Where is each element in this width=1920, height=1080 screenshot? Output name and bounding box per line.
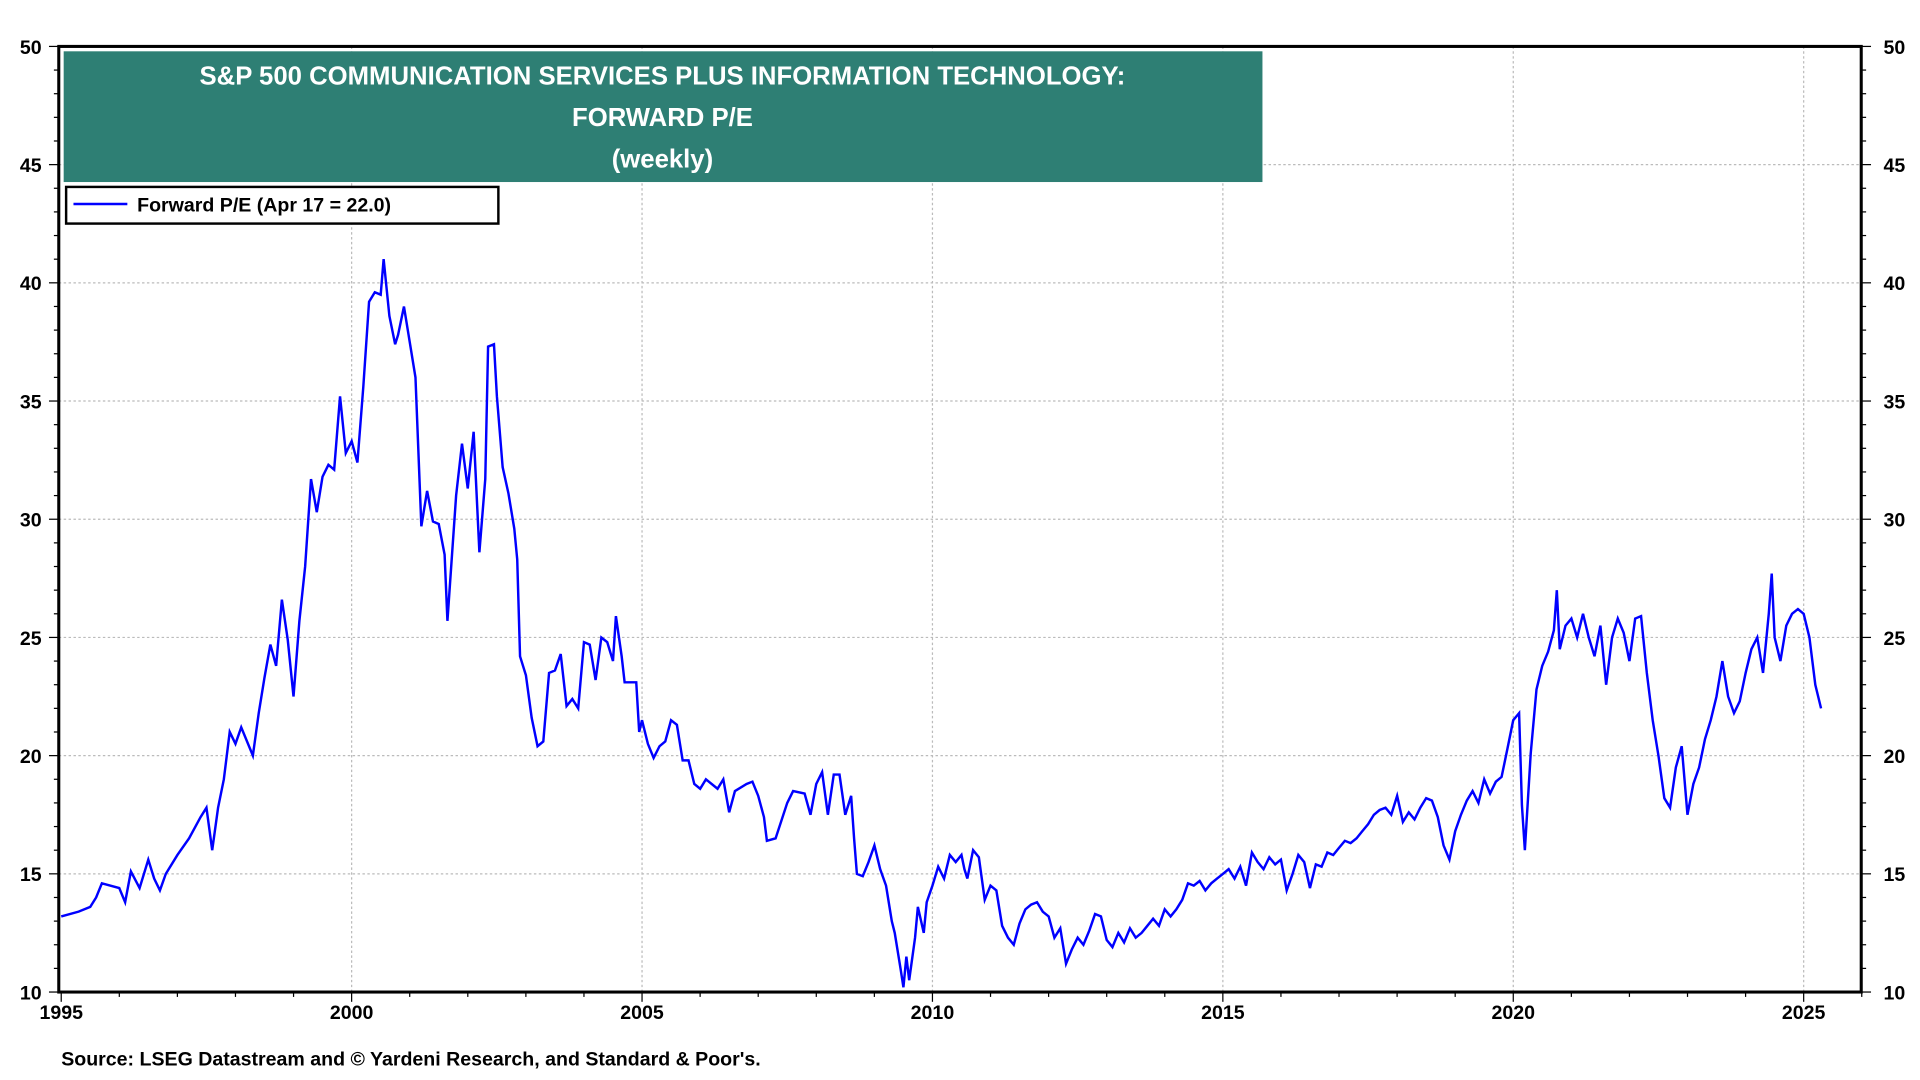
y-tick-label: 20 — [20, 746, 42, 768]
y-tick-label-right: 50 — [1884, 37, 1906, 59]
y-tick-label-right: 10 — [1884, 982, 1906, 1004]
chart-title-line2: FORWARD P/E — [572, 104, 753, 132]
y-tick-label-right: 20 — [1884, 746, 1906, 768]
x-tick-label: 2005 — [620, 1002, 664, 1024]
legend-label: Forward P/E (Apr 17 = 22.0) — [137, 194, 391, 216]
y-tick-label-right: 40 — [1884, 273, 1906, 295]
chart-title: S&P 500 COMMUNICATION SERVICES PLUS INFO… — [200, 62, 1126, 90]
y-tick-label: 35 — [20, 391, 42, 413]
y-tick-label-right: 45 — [1884, 155, 1906, 177]
x-tick-label: 2010 — [911, 1002, 955, 1024]
title-box — [63, 51, 1263, 183]
y-axis-labels: 10 10 15 15 20 20 25 25 30 30 35 35 40 40 45 45 50 50 — [20, 37, 1906, 1005]
y-tick-label: 45 — [20, 155, 42, 177]
x-tick-label: 2000 — [330, 1002, 374, 1024]
x-tick-label: 2020 — [1491, 1002, 1535, 1024]
y-tick-label-right: 15 — [1884, 864, 1906, 886]
y-tick-label: 30 — [20, 510, 42, 532]
y-tick-label: 25 — [20, 628, 42, 650]
chart-subtitle: (weekly) — [612, 145, 713, 173]
x-tick-label: 2015 — [1201, 1002, 1245, 1024]
x-tick-label: 1995 — [39, 1002, 83, 1024]
source-note: Source: LSEG Datastream and © Yardeni Re… — [61, 1048, 761, 1070]
y-tick-label: 40 — [20, 273, 42, 295]
forward-pe-line — [60, 259, 1823, 988]
y-tick-label: 10 — [20, 982, 42, 1004]
x-tick-label: 2025 — [1782, 1002, 1826, 1024]
y-tick-label: 50 — [20, 37, 42, 59]
plot-frame — [57, 44, 1863, 994]
y-tick-label-right: 30 — [1884, 510, 1906, 532]
x-axis-labels: 1995 2000 2005 2010 2015 2020 2025 — [39, 1002, 1825, 1024]
y-tick-label: 15 — [20, 864, 42, 886]
gridlines — [58, 46, 1862, 993]
y-tick-label-right: 25 — [1884, 628, 1906, 650]
y-tick-label-right: 35 — [1884, 391, 1906, 413]
legend: Forward P/E (Apr 17 = 22.0) — [64, 185, 500, 225]
